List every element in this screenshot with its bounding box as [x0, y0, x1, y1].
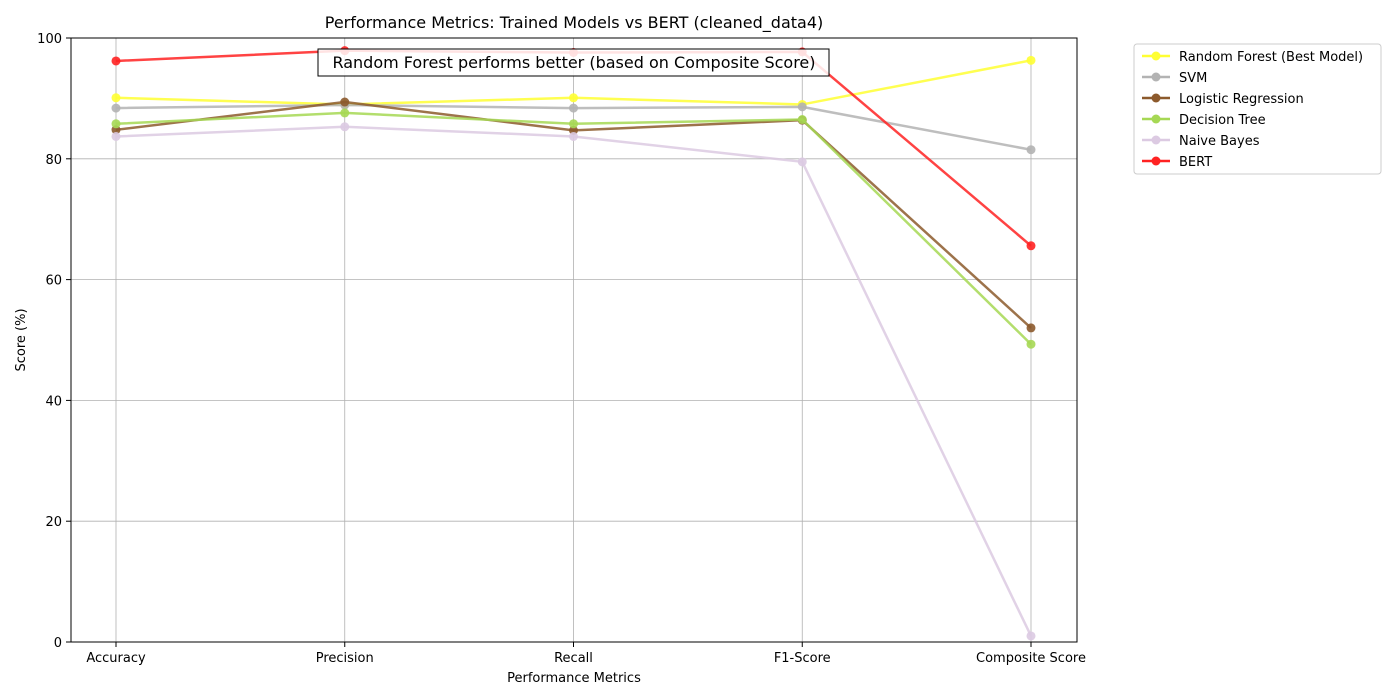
annotation-box: Random Forest performs better (based on …	[317, 48, 830, 77]
legend-label: Decision Tree	[1179, 113, 1266, 128]
y-tick-label: 80	[45, 153, 62, 168]
legend-label: BERT	[1179, 155, 1212, 170]
data-point	[1026, 241, 1036, 251]
legend-label: SVM	[1179, 71, 1207, 86]
data-point	[340, 97, 350, 107]
series-decision-tree	[111, 108, 1036, 349]
x-tick-label: Recall	[554, 651, 593, 666]
x-tick-label: Accuracy	[86, 651, 146, 666]
data-point	[1026, 323, 1036, 333]
data-point	[797, 115, 807, 125]
data-point	[1026, 339, 1036, 349]
y-tick-label: 60	[45, 274, 62, 289]
data-point	[1026, 55, 1036, 65]
x-axis-ticks: Accuracy Precision Recall F1-Score Composite…	[86, 642, 1086, 666]
x-tick-label: Composite Score	[976, 651, 1086, 666]
legend-item: Random Forest (Best Model)	[1142, 50, 1363, 65]
legend-frame	[1133, 43, 1382, 175]
y-tick-label: 20	[45, 515, 62, 530]
x-tick-label: F1-Score	[774, 651, 831, 666]
legend-item: SVM	[1142, 71, 1207, 86]
chart-title: Performance Metrics: Trained Models vs B…	[325, 13, 824, 33]
series-naive-bayes	[111, 122, 1036, 641]
y-tick-label: 100	[37, 32, 62, 47]
y-axis-label: Score (%)	[14, 308, 29, 371]
x-axis-label: Performance Metrics	[507, 671, 641, 686]
data-point	[111, 93, 121, 103]
y-tick-label: 0	[54, 636, 62, 651]
legend-item: Logistic Regression	[1142, 92, 1304, 107]
legend-swatch-marker	[1151, 51, 1161, 61]
data-point	[569, 119, 578, 129]
legend-swatch-marker	[1151, 72, 1161, 82]
data-point	[569, 93, 578, 103]
data-point	[111, 119, 121, 129]
data-point	[797, 102, 807, 112]
legend-label: Random Forest (Best Model)	[1179, 50, 1363, 65]
data-point	[797, 157, 807, 167]
data-point	[111, 103, 121, 113]
data-point	[340, 122, 350, 132]
y-tick-label: 40	[45, 394, 62, 409]
data-point	[569, 131, 578, 141]
legend-swatch-marker	[1151, 156, 1161, 166]
legend-swatch-marker	[1151, 93, 1161, 103]
y-axis-ticks: 0 20 40 60 80 100	[37, 32, 71, 651]
data-point	[111, 56, 121, 66]
legend-swatch-marker	[1151, 135, 1161, 145]
data-point	[340, 108, 350, 118]
data-point	[569, 103, 578, 113]
data-point	[111, 131, 121, 141]
x-tick-label: Precision	[316, 651, 374, 666]
data-point	[1026, 631, 1036, 641]
legend-item: Naive Bayes	[1142, 134, 1260, 149]
legend-swatch-marker	[1151, 114, 1161, 124]
annotation-text: Random Forest performs better (based on …	[332, 53, 815, 72]
legend-item: Decision Tree	[1142, 113, 1266, 128]
legend-label: Logistic Regression	[1179, 92, 1304, 107]
legend-item: BERT	[1142, 155, 1212, 170]
legend-label: Naive Bayes	[1179, 134, 1260, 149]
data-point	[1026, 145, 1036, 155]
legend: Random Forest (Best Model) SVM Logistic Re…	[1133, 43, 1382, 175]
